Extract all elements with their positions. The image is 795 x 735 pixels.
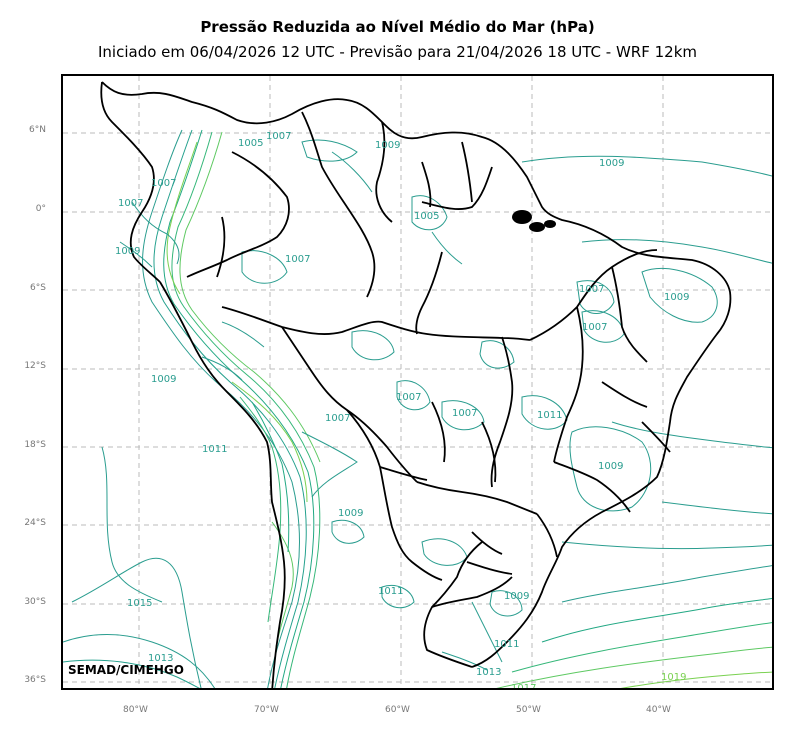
contour-label: 1007 <box>118 198 144 209</box>
contour-label: 1007 <box>582 322 608 333</box>
contour-label: 1009 <box>375 140 401 151</box>
contour-label: 1013 <box>476 667 502 678</box>
map-title: Pressão Reduzida ao Nível Médio do Mar (… <box>200 18 595 36</box>
graticule <box>63 76 772 688</box>
contour-label: 1011 <box>202 444 228 455</box>
lon-label-70w: 70°W <box>254 705 279 715</box>
contour-label: 1009 <box>599 158 625 169</box>
ocean-isobars <box>63 155 772 688</box>
country-borders <box>100 81 732 688</box>
contour-label: 1009 <box>338 508 364 519</box>
contour-label: 1009 <box>151 374 177 385</box>
lon-label-80w: 80°W <box>123 705 148 715</box>
andes-contours <box>119 129 358 688</box>
contour-label: 1007 <box>285 254 311 265</box>
lon-label-40w: 40°W <box>646 705 671 715</box>
contour-label: 1013 <box>148 653 174 664</box>
lat-label-30s: 30°S <box>24 597 46 607</box>
contour-label: 1007 <box>151 178 177 189</box>
contour-label: 1009 <box>598 461 624 472</box>
map-subtitle: Iniciado em 06/04/2026 12 UTC - Previsão… <box>97 43 698 61</box>
lat-label-12s: 12°S <box>24 361 46 371</box>
lat-label-6s: 6°S <box>30 283 46 293</box>
contour-label: 1011 <box>494 639 520 650</box>
credit-label: SEMAD/CIMEHGO <box>68 663 184 677</box>
contour-label: 1011 <box>378 586 404 597</box>
contour-label: 1005 <box>414 211 440 222</box>
contour-label: 1005 <box>238 138 264 149</box>
lat-label-36s: 36°S <box>24 675 46 685</box>
contour-label: 1007 <box>579 284 605 295</box>
contour-label: 1011 <box>537 410 563 421</box>
contour-label: 1007 <box>325 413 351 424</box>
contour-label: 1017 <box>511 683 537 690</box>
amazon-delta <box>512 210 556 232</box>
contour-label: 1007 <box>452 408 478 419</box>
lat-label-24s: 24°S <box>24 518 46 528</box>
lat-label-6n: 6°N <box>29 125 46 135</box>
map-canvas <box>63 76 772 688</box>
contour-label: 1009 <box>504 591 530 602</box>
contour-label: 1009 <box>115 246 141 257</box>
lat-label-18s: 18°S <box>24 440 46 450</box>
lon-label-50w: 50°W <box>516 705 541 715</box>
lon-label-60w: 60°W <box>385 705 410 715</box>
contour-label: 1009 <box>664 292 690 303</box>
contour-label: 1015 <box>127 598 153 609</box>
map-frame: 1007 1005 1009 1007 1005 1009 1007 1009 … <box>61 74 774 690</box>
contour-label: 1007 <box>396 392 422 403</box>
lat-label-0: 0° <box>35 204 46 214</box>
contour-label: 1007 <box>266 131 292 142</box>
contour-label: 1019 <box>661 672 687 683</box>
